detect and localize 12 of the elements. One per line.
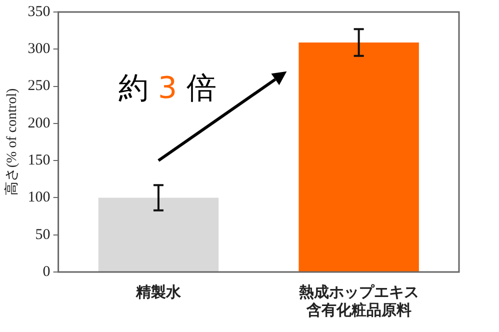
y-tick-label: 200 xyxy=(28,115,50,132)
y-tick-label: 100 xyxy=(28,190,50,206)
y-tick-label: 300 xyxy=(28,41,50,58)
y-tick-label: 0 xyxy=(42,264,50,280)
x-tick-label: 熱成ホップエキス含有化粧品原料 xyxy=(298,284,419,319)
y-tick-label: 250 xyxy=(28,78,50,94)
x-tick-label: 精製水 xyxy=(134,284,182,301)
y-tick-label: 150 xyxy=(28,152,50,169)
y-tick-label: 350 xyxy=(28,4,50,20)
y-tick-label: 50 xyxy=(35,226,50,243)
annotation: 約 3 倍 xyxy=(118,70,217,106)
y-axis-title: 高さ(% of control) xyxy=(4,88,20,196)
